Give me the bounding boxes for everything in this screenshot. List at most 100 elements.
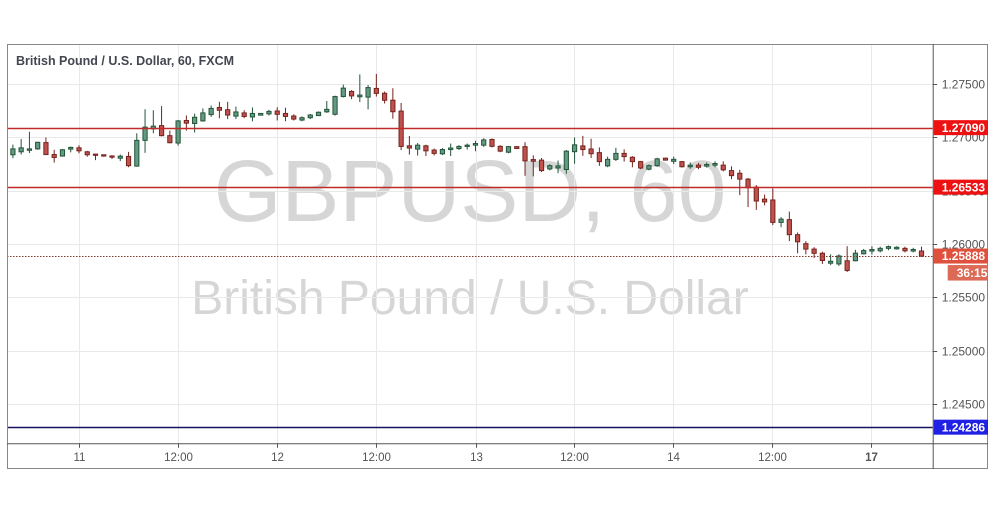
level-badge-bg[interactable] [933, 419, 988, 435]
candle[interactable] [613, 147, 619, 161]
candle[interactable] [621, 149, 627, 162]
candle[interactable] [340, 84, 346, 98]
candle[interactable] [299, 116, 305, 122]
candle[interactable] [101, 154, 107, 157]
candle[interactable] [671, 156, 677, 165]
candle[interactable] [117, 154, 123, 162]
candle[interactable] [588, 138, 594, 158]
candle[interactable] [348, 90, 355, 100]
candlestick-plot[interactable]: 1.275001.270001.265001.260001.255001.250… [7, 44, 988, 469]
candle[interactable] [208, 105, 214, 117]
candle[interactable] [654, 157, 660, 167]
candle[interactable] [629, 156, 635, 168]
candle[interactable] [291, 114, 297, 121]
candle[interactable] [464, 143, 470, 150]
candle[interactable] [828, 254, 834, 266]
candle[interactable] [51, 149, 57, 163]
candle[interactable] [514, 146, 520, 150]
candle[interactable] [753, 185, 759, 210]
candle[interactable] [745, 177, 751, 208]
candle[interactable] [167, 130, 173, 144]
candle[interactable] [852, 249, 859, 262]
candle[interactable] [538, 157, 545, 172]
candle[interactable] [505, 145, 512, 154]
candle[interactable] [10, 144, 16, 159]
candle[interactable] [481, 138, 487, 147]
candle[interactable] [869, 246, 875, 255]
candle[interactable] [92, 153, 99, 161]
candle[interactable] [571, 137, 578, 164]
candle[interactable] [555, 160, 561, 174]
candle[interactable] [233, 106, 239, 120]
candle[interactable] [200, 108, 206, 122]
chart-widget[interactable]: GBPUSD, 60 British Pound / U.S. Dollar 1… [7, 44, 988, 469]
candle[interactable] [720, 161, 726, 172]
candle[interactable] [662, 157, 669, 161]
candle[interactable] [861, 248, 867, 255]
candle[interactable] [448, 143, 454, 157]
candle[interactable] [249, 107, 256, 122]
candle[interactable] [877, 246, 883, 253]
candle[interactable] [770, 188, 776, 226]
candle[interactable] [778, 217, 784, 228]
candle[interactable] [844, 246, 850, 272]
candle[interactable] [266, 109, 272, 116]
candle[interactable] [192, 113, 198, 133]
candle[interactable] [596, 147, 602, 166]
candle[interactable] [216, 101, 223, 119]
candle[interactable] [142, 109, 148, 153]
candle[interactable] [175, 119, 181, 146]
candle[interactable] [258, 112, 264, 116]
candle[interactable] [728, 166, 735, 180]
candle[interactable] [580, 135, 586, 156]
candle[interactable] [704, 162, 710, 168]
candle[interactable] [431, 148, 437, 156]
candle[interactable] [35, 141, 41, 150]
candle[interactable] [357, 74, 363, 103]
candle[interactable] [26, 131, 33, 154]
level-badge-bg[interactable] [933, 179, 988, 195]
candle[interactable] [456, 145, 462, 151]
candle[interactable] [109, 155, 115, 159]
candle[interactable] [365, 85, 371, 110]
candle[interactable] [282, 107, 289, 122]
candle[interactable] [43, 137, 49, 156]
candle[interactable] [439, 148, 446, 156]
candle[interactable] [638, 160, 644, 170]
candle[interactable] [18, 139, 24, 155]
candle[interactable] [497, 145, 503, 153]
candle[interactable] [489, 138, 495, 148]
candle[interactable] [307, 113, 313, 120]
candle[interactable] [84, 150, 90, 157]
candle[interactable] [398, 102, 404, 151]
candle[interactable] [332, 95, 338, 116]
last-price-badge-bg[interactable] [933, 248, 988, 264]
candle[interactable] [761, 194, 768, 206]
candle[interactable] [225, 101, 231, 120]
candle[interactable] [885, 245, 892, 251]
candle[interactable] [679, 160, 685, 168]
candle[interactable] [382, 91, 388, 104]
candle[interactable] [423, 144, 429, 157]
candle[interactable] [712, 161, 718, 168]
candle[interactable] [605, 156, 611, 168]
candle[interactable] [150, 110, 156, 134]
candle[interactable] [390, 88, 396, 119]
candle[interactable] [803, 241, 809, 255]
candle[interactable] [687, 162, 693, 169]
candle[interactable] [125, 151, 132, 168]
candle[interactable] [415, 143, 421, 156]
candle[interactable] [902, 246, 908, 253]
candle[interactable] [522, 142, 528, 176]
candle[interactable] [646, 164, 652, 171]
level-badge-bg[interactable] [933, 120, 988, 136]
candle[interactable] [695, 162, 702, 170]
candle[interactable] [158, 106, 165, 137]
candle[interactable] [373, 73, 379, 97]
candle[interactable] [472, 140, 479, 152]
candle[interactable] [530, 155, 536, 177]
candle[interactable] [563, 150, 569, 174]
candle[interactable] [76, 145, 82, 154]
candle[interactable] [819, 251, 825, 264]
candle[interactable] [241, 110, 247, 119]
